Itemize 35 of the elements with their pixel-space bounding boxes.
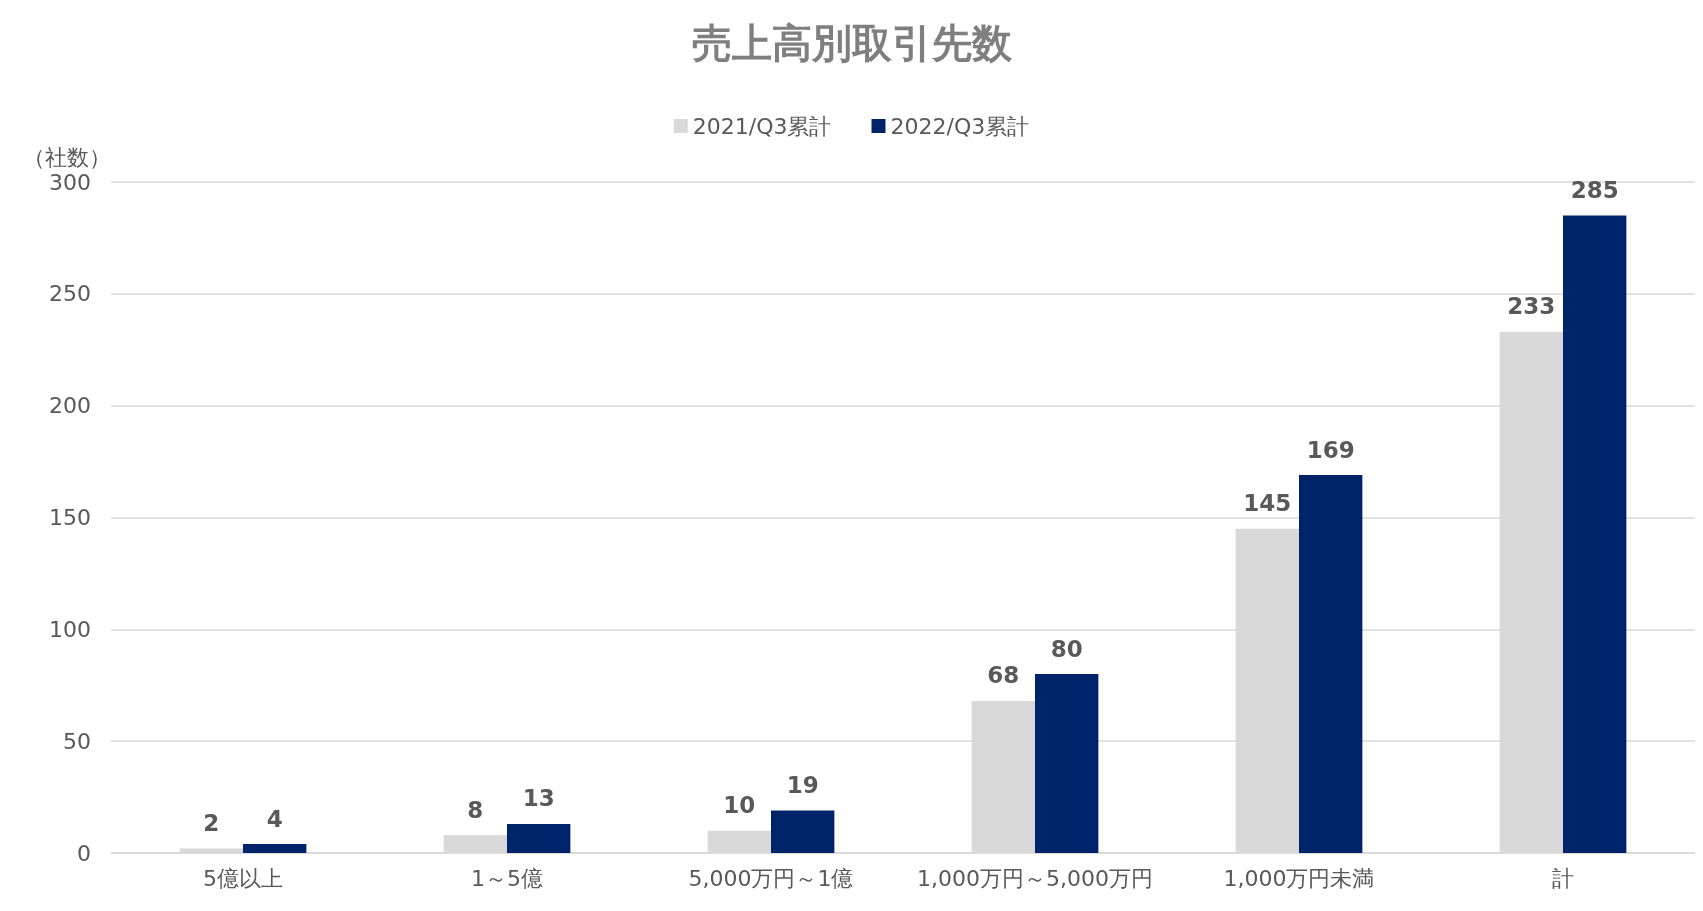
- y-tick-label: 50: [63, 728, 91, 754]
- y-tick-label: 0: [77, 840, 91, 866]
- bar: [1299, 475, 1363, 853]
- bar: [1563, 215, 1627, 853]
- data-label: 8: [467, 796, 484, 823]
- data-label: 233: [1507, 293, 1556, 320]
- y-tick-label: 200: [49, 393, 91, 419]
- data-label: 80: [1050, 635, 1083, 662]
- x-tick-label: 5億以上: [203, 865, 283, 891]
- data-label: 13: [522, 785, 555, 812]
- bar: [507, 823, 571, 853]
- data-label: 10: [723, 792, 756, 819]
- x-tick-label: 計: [1552, 865, 1574, 891]
- x-tick-label: 1～5億: [471, 865, 543, 891]
- legend-label: 2022/Q3累計: [890, 113, 1030, 139]
- data-label: 19: [786, 772, 819, 798]
- legend-label: 2021/Q3累計: [692, 113, 832, 139]
- x-tick-label: 5,000万円～1億: [688, 865, 854, 891]
- data-label: 169: [1306, 436, 1355, 463]
- data-label: 2: [203, 810, 220, 837]
- data-label: 4: [266, 805, 283, 832]
- y-tick-label: 300: [49, 169, 91, 195]
- bar: [243, 844, 307, 853]
- y-tick-label: 100: [49, 616, 91, 642]
- bar: [1035, 674, 1099, 853]
- bar: [771, 810, 835, 853]
- chart-title: 売上高別取引先数: [691, 20, 1013, 66]
- data-label: 285: [1570, 177, 1619, 204]
- y-tick-label: 150: [49, 505, 91, 530]
- y-tick-label: 250: [49, 281, 91, 307]
- x-tick-label: 1,000万円未満: [1223, 865, 1375, 891]
- y-axis-title: （社数）: [23, 144, 111, 170]
- data-label: 68: [987, 662, 1020, 689]
- data-label: 145: [1243, 490, 1292, 517]
- x-tick-label: 1,000万円～5,000万円: [917, 865, 1153, 891]
